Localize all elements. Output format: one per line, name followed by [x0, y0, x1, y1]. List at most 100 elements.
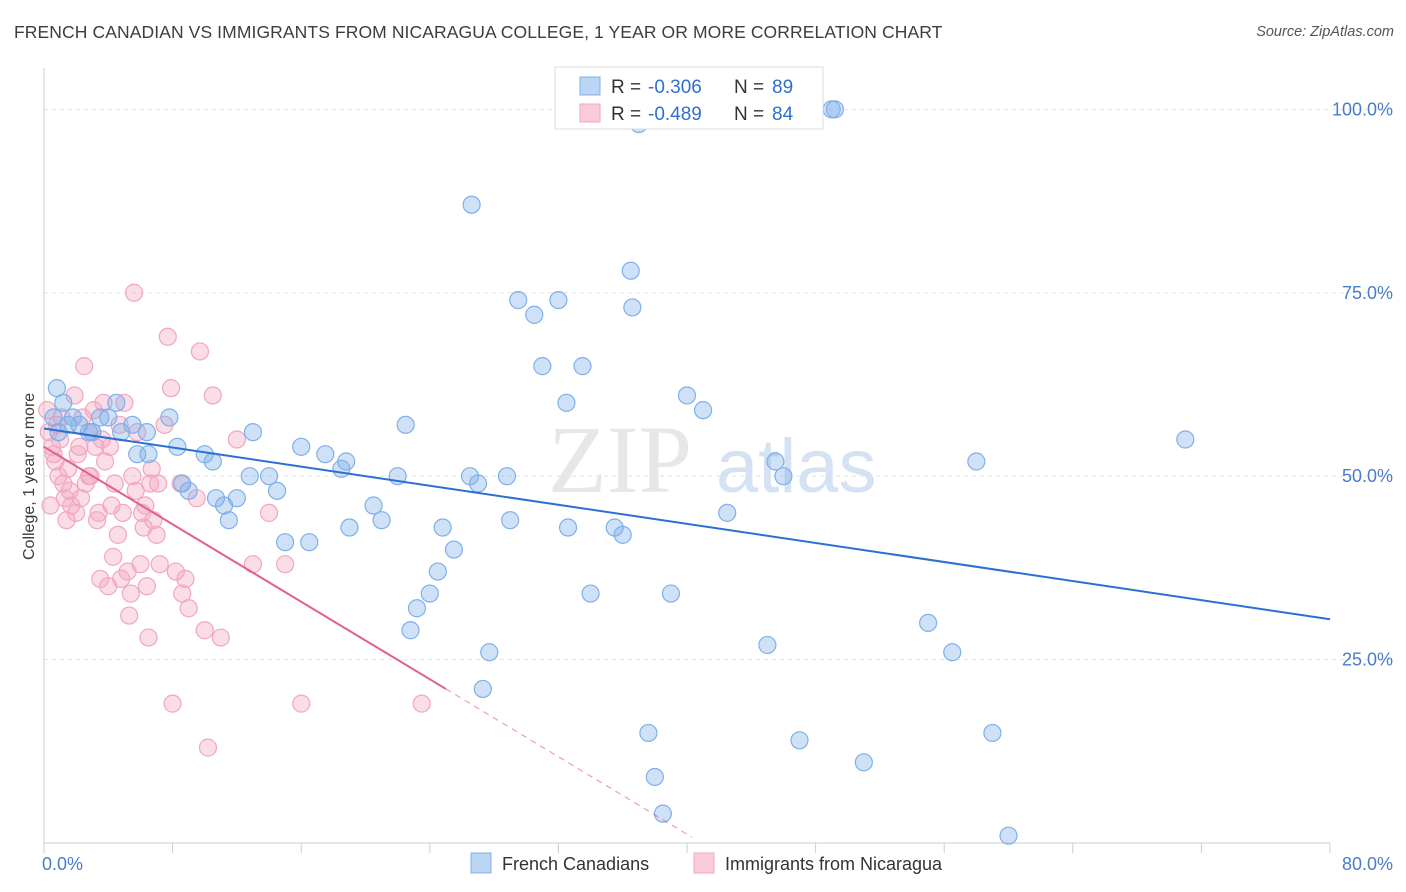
bottom-legend-swatch-blue: [470, 852, 492, 874]
french-canadians-point-72: [693, 401, 713, 420]
nicaragua-point-11: [67, 503, 86, 522]
nicaragua-point-10: [65, 386, 84, 405]
nicaragua-point-63: [276, 555, 295, 574]
nicaragua-point-23: [95, 452, 115, 471]
french-canadians-point-52: [497, 467, 517, 486]
french-canadians-point-77: [790, 731, 809, 750]
legend-n-label-pink: N =: [734, 104, 764, 125]
nicaragua-point-53: [179, 599, 198, 618]
french-canadians-point-84: [983, 723, 1002, 743]
trend-line-nicaragua: [43, 445, 447, 690]
nicaragua-point-36: [131, 555, 150, 574]
nicaragua-point-25: [102, 496, 121, 515]
x-tick-min: 0.0%: [42, 854, 83, 874]
nicaragua-point-57: [198, 738, 218, 757]
nicaragua-point-81: [149, 474, 168, 493]
nicaragua-point-12: [70, 437, 89, 456]
french-canadians-point-75: [766, 452, 785, 471]
bottom-legend-swatch-pink: [693, 852, 715, 874]
french-canadians-point-61: [581, 584, 600, 603]
nicaragua-point-27: [108, 525, 128, 544]
french-canadians-point-1: [54, 393, 73, 412]
y-axis-label: College, 1 year or more: [21, 393, 38, 560]
nicaragua-point-34: [124, 283, 144, 302]
french-canadians-point-44: [420, 584, 439, 603]
french-canadians-point-79: [825, 100, 844, 119]
nicaragua-point-56: [195, 621, 214, 640]
french-canadians-point-15: [99, 408, 118, 427]
nicaragua-point-47: [161, 379, 181, 398]
y-tick-label-3: 100.0%: [1332, 99, 1393, 119]
french-canadians-point-9: [123, 415, 142, 434]
legend-n-value-pink: 84: [772, 104, 794, 125]
french-canadians-point-31: [276, 533, 295, 552]
y-tick-label-2: 75.0%: [1342, 283, 1393, 303]
watermark-zip: ZIP: [548, 406, 692, 513]
french-canadians-point-86: [1176, 430, 1195, 449]
french-canadians-point-53: [501, 511, 520, 530]
nicaragua-point-80: [49, 467, 68, 486]
nicaragua-point-75: [126, 481, 145, 500]
french-canadians-point-50: [480, 643, 499, 662]
french-canadians-point-22: [203, 452, 222, 471]
source-credit: Source: ZipAtlas.com: [1256, 24, 1394, 40]
nicaragua-point-65: [41, 496, 60, 515]
legend-n-label-blue: N =: [734, 77, 764, 98]
nicaragua-point-39: [137, 577, 156, 596]
nicaragua-point-29: [113, 503, 132, 522]
nicaragua-point-46: [158, 327, 177, 346]
nicaragua-point-62: [259, 503, 279, 522]
french-canadians-point-30: [267, 481, 287, 500]
french-canadians-point-65: [623, 298, 642, 317]
french-canadians-point-32: [292, 437, 311, 456]
trend-lines: [43, 427, 1331, 838]
french-canadians-point-56: [533, 357, 552, 376]
nicaragua-point-60: [227, 430, 246, 449]
bottom-legend-label-blue: French Canadians: [502, 854, 649, 874]
nicaragua-point-52: [176, 569, 195, 588]
legend-swatch-pink: [579, 103, 601, 123]
legend-r-value-blue: -0.306: [648, 77, 702, 98]
french-canadians-point-55: [525, 305, 544, 324]
legend-r-label-pink: R =: [611, 104, 641, 125]
french-canadians-point-70: [661, 584, 681, 603]
french-canadians-point-83: [967, 452, 986, 471]
y-tick-label-0: 25.0%: [1342, 650, 1393, 670]
french-canadians-point-11: [160, 408, 179, 427]
french-canadians-point-38: [364, 496, 383, 515]
french-canadians-point-69: [653, 804, 672, 823]
nicaragua-point-33: [123, 467, 142, 486]
y-tick-label-1: 50.0%: [1342, 466, 1393, 486]
legend-swatch-blue: [579, 76, 601, 96]
french-canadians-point-19: [173, 474, 192, 493]
french-canadians-point-28: [240, 467, 259, 486]
french-canadians-point-27: [243, 423, 263, 442]
french-canadians-point-45: [428, 562, 447, 581]
french-canadians-point-2: [44, 408, 63, 427]
nicaragua-point-78: [71, 489, 91, 508]
french-canadians-point-29: [259, 467, 279, 486]
nicaragua-point-73: [46, 452, 65, 471]
nicaragua-point-82: [57, 511, 76, 530]
chart-title: FRENCH CANADIAN VS IMMIGRANTS FROM NICAR…: [14, 22, 943, 42]
nicaragua-point-40: [139, 628, 158, 647]
french-canadians-point-25: [214, 496, 234, 515]
legend-r-label-blue: R =: [611, 77, 641, 98]
french-canadians-point-33: [300, 533, 319, 552]
series-nicaragua-points: [38, 283, 431, 757]
stats-legend: R = -0.306 N = 89 R = -0.489 N = 84: [554, 66, 824, 130]
nicaragua-point-76: [94, 393, 113, 412]
french-canadians-point-68: [645, 767, 664, 787]
trend-line-french-canadians: [43, 427, 1331, 621]
nicaragua-point-68: [104, 547, 123, 566]
nicaragua-point-49: [166, 562, 185, 581]
french-canadians-point-14: [83, 423, 102, 442]
french-canadians-point-59: [558, 518, 578, 537]
nicaragua-point-44: [150, 555, 169, 574]
french-canadians-point-87: [462, 195, 481, 214]
nicaragua-point-28: [112, 569, 131, 588]
nicaragua-point-84: [412, 694, 431, 713]
bottom-legend-label-pink: Immigrants from Nicaragua: [725, 854, 943, 874]
french-canadians-point-39: [372, 511, 391, 530]
french-canadians-point-42: [407, 599, 427, 618]
